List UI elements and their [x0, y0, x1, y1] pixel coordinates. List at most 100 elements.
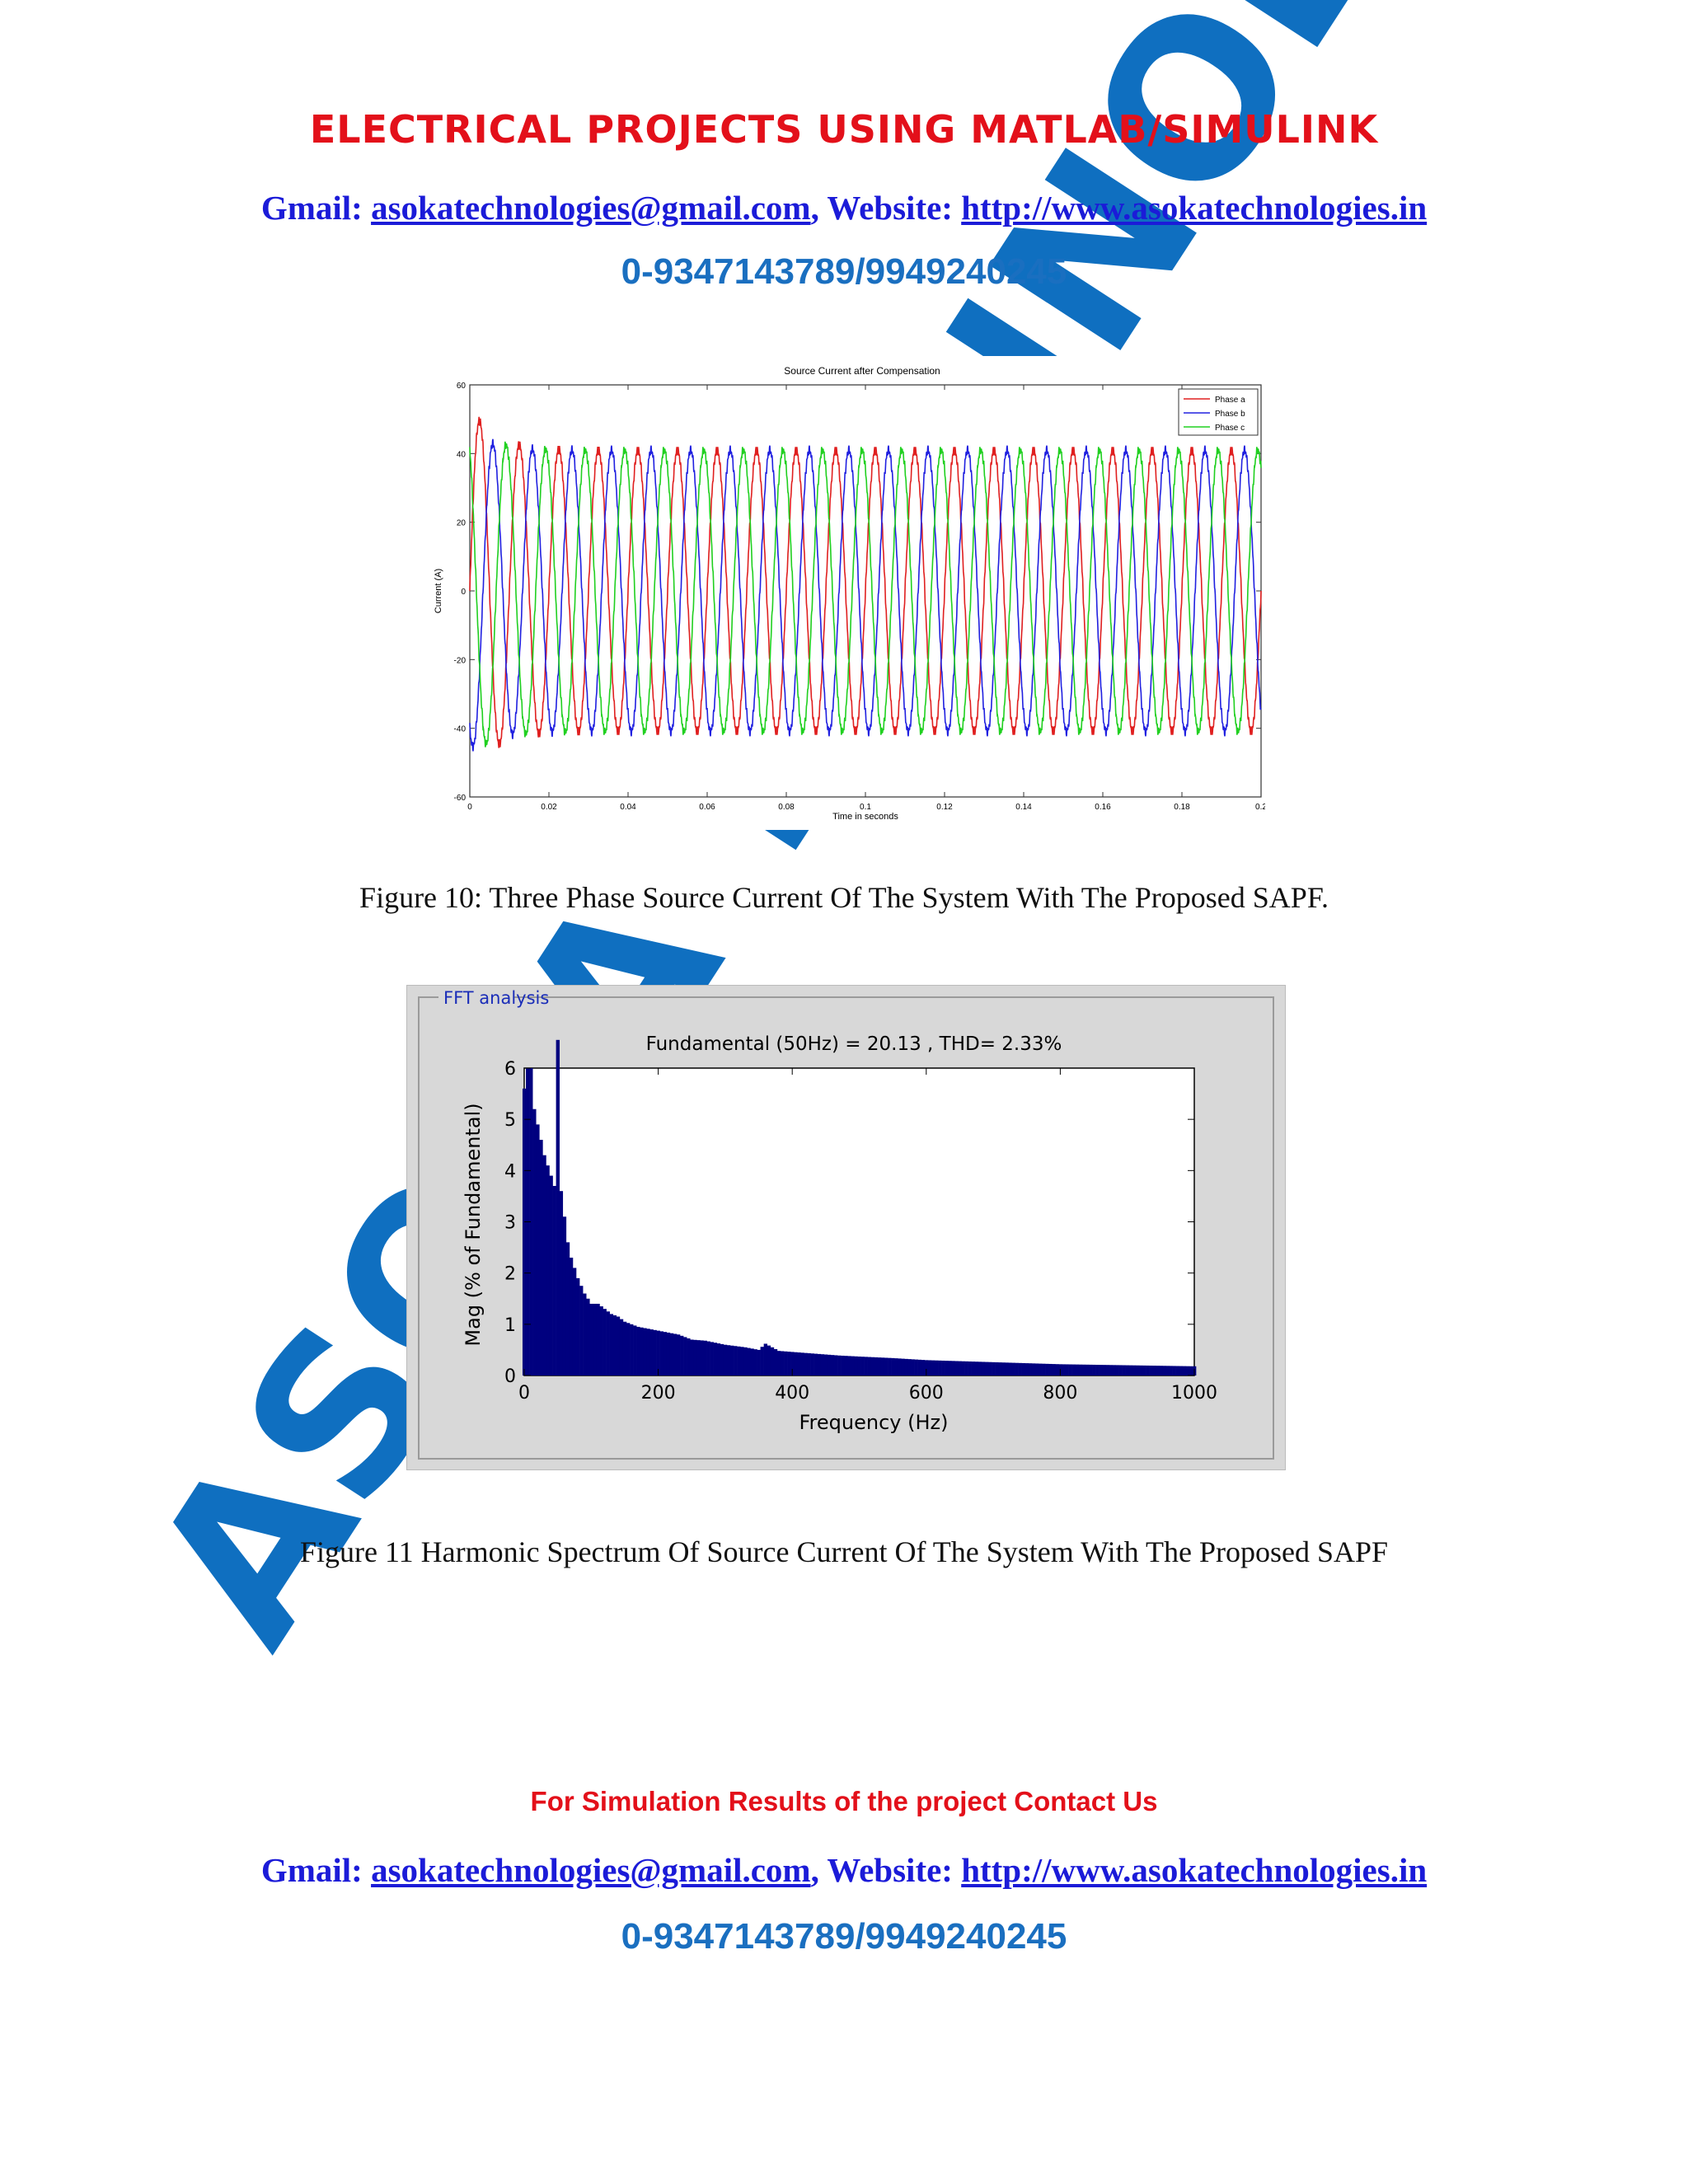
y-tick-label: 1: [504, 1315, 516, 1336]
spectrum-bar: [687, 1338, 691, 1376]
x-tick-label: 0.06: [699, 803, 715, 812]
spectrum-bar: [579, 1286, 584, 1376]
spectrum-bar: [917, 1359, 922, 1376]
spectrum-bar: [1031, 1363, 1036, 1376]
spectrum-bar: [1105, 1365, 1109, 1376]
spectrum-bar: [753, 1349, 757, 1376]
website-link[interactable]: http://www.asokatechnologies.in: [961, 1851, 1428, 1889]
spectrum-bar: [653, 1329, 657, 1376]
y-tick-label: 2: [504, 1264, 516, 1285]
spectrum-bar: [776, 1351, 781, 1376]
spectrum-bar: [723, 1344, 728, 1376]
spectrum-bar: [1088, 1364, 1093, 1376]
spectrum-bar: [1185, 1366, 1190, 1376]
spectrum-bar: [1102, 1365, 1106, 1376]
spectrum-bar: [800, 1352, 804, 1376]
spectrum-bar: [586, 1298, 590, 1376]
header-contact-line: Gmail: asokatechnologies@gmail.com, Webs…: [0, 188, 1688, 227]
spectrum-bar: [1172, 1366, 1176, 1376]
spectrum-bar: [1062, 1364, 1066, 1376]
spectrum-bar: [673, 1333, 678, 1376]
spectrum-bar: [646, 1329, 650, 1376]
plot-frame: [523, 1067, 1195, 1376]
spectrum-bar: [576, 1277, 580, 1376]
spectrum-bar: [1156, 1366, 1160, 1376]
spectrum-bar: [874, 1357, 879, 1376]
spectrum-bar: [1078, 1364, 1083, 1376]
spectrum-bar: [663, 1332, 668, 1376]
spectrum-bar: [542, 1155, 546, 1376]
spectrum-bar: [1042, 1363, 1046, 1376]
spectrum-bar: [696, 1340, 701, 1376]
series-lines: [469, 416, 1262, 752]
spectrum-bar: [1162, 1366, 1166, 1376]
y-tick-label: 3: [504, 1213, 516, 1234]
axes-ticks: 0 0.02 0.04 0.06 0.08 0.1 0.12 0.14 0.16 0.18 0.2 6…: [454, 382, 1265, 812]
y-tick-label: 0: [504, 1366, 516, 1387]
spectrum-bar: [901, 1358, 905, 1376]
spectrum-bar: [666, 1332, 671, 1376]
spectrum-bar: [1149, 1366, 1153, 1376]
spectrum-bar: [757, 1349, 761, 1376]
spectrum-bar: [870, 1357, 875, 1376]
figure-11-chart: FFT analysis Fundamental (50Hz) = 20.13 …: [418, 988, 1274, 1460]
x-tick-label: 200: [641, 1383, 676, 1404]
spectrum-bar: [599, 1306, 603, 1376]
spectrum-bar: [894, 1358, 898, 1376]
spectrum-bar: [998, 1362, 1002, 1376]
spectrum-bar: [1052, 1364, 1056, 1376]
spectrum-bar: [978, 1361, 982, 1376]
spectrum-bar: [640, 1327, 644, 1376]
axes-ticks: 0 200 400 600 800 1000 0 1 2 3 4 5 6: [504, 1059, 1217, 1404]
y-tick-label: -20: [454, 656, 467, 665]
spectrum-bar: [880, 1357, 885, 1376]
series-line-phase-a: [469, 416, 1262, 748]
y-tick-label: -40: [454, 725, 467, 734]
spectrum-bar: [1025, 1363, 1029, 1376]
spectrum-bar: [1182, 1366, 1187, 1376]
spectrum-bar: [659, 1331, 663, 1376]
spectrum-bar: [847, 1356, 851, 1376]
spectrum-bar: [1159, 1366, 1163, 1376]
figure-11-panel: FFT analysis Fundamental (50Hz) = 20.13 …: [406, 985, 1286, 1470]
spectrum-bar: [827, 1354, 832, 1376]
spectrum-bar: [898, 1358, 902, 1376]
spectrum-bar: [804, 1352, 808, 1376]
spectrum-bar: [934, 1360, 939, 1376]
spectrum-bar: [1038, 1363, 1043, 1376]
spectrum-bar: [1115, 1365, 1119, 1376]
spectrum-bar: [583, 1293, 587, 1376]
email-link[interactable]: asokatechnologies@gmail.com: [371, 1851, 811, 1889]
spectrum-bar: [636, 1326, 640, 1376]
x-tick-label: 0.04: [620, 803, 636, 812]
spectrum-bar: [830, 1355, 835, 1376]
spectrum-bar: [864, 1357, 868, 1376]
email-link[interactable]: asokatechnologies@gmail.com: [371, 189, 811, 227]
spectrum-bar: [763, 1343, 768, 1376]
spectrum-bar: [834, 1355, 838, 1376]
fft-panel-label: FFT analysis: [443, 988, 549, 1008]
chart-title: Source Current after Compensation: [784, 365, 940, 377]
spectrum-bar: [867, 1357, 872, 1376]
website-label: Website:: [827, 189, 953, 227]
spectrum-bar: [720, 1343, 724, 1376]
spectrum-bar: [1075, 1364, 1080, 1376]
spectrum-bar: [807, 1352, 811, 1376]
website-link[interactable]: http://www.asokatechnologies.in: [961, 189, 1428, 227]
spectrum-bar: [790, 1352, 795, 1376]
spectrum-bar: [1142, 1365, 1146, 1376]
spectrum-bar: [948, 1361, 952, 1376]
website-label: Website:: [827, 1851, 953, 1889]
spectrum-bar: [593, 1303, 597, 1376]
separator: ,: [810, 189, 819, 227]
spectrum-bar: [877, 1357, 882, 1376]
spectrum-bar: [713, 1343, 718, 1376]
legend-label: Phase a: [1215, 396, 1245, 405]
y-tick-label: 5: [504, 1110, 516, 1131]
chart-title: Fundamental (50Hz) = 20.13 , THD= 2.33%: [646, 1033, 1062, 1055]
spectrum-bar: [1128, 1365, 1133, 1376]
spectrum-bar: [854, 1356, 858, 1376]
spectrum-bar: [780, 1351, 785, 1376]
spectrum-bar: [710, 1342, 714, 1376]
spectrum-bar: [988, 1361, 992, 1376]
